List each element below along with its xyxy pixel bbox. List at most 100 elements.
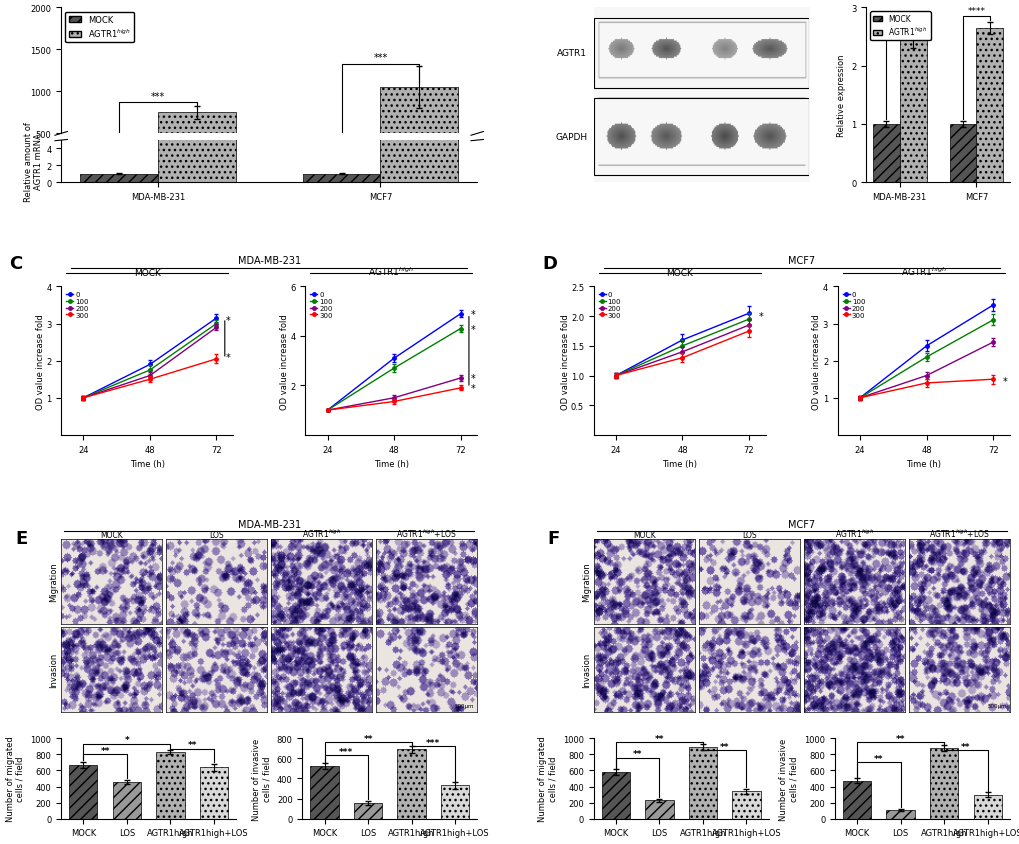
Text: AGTR1$^{high}$: AGTR1$^{high}$ bbox=[761, 0, 801, 2]
Y-axis label: Number of migrated
cells / field: Number of migrated cells / field bbox=[538, 736, 557, 821]
0 bbox=[676, 335, 688, 345]
Text: *: * bbox=[124, 735, 129, 744]
Text: ***: *** bbox=[426, 738, 440, 747]
300 bbox=[986, 375, 999, 385]
Legend: 0, 100, 200, 300: 0, 100, 200, 300 bbox=[309, 290, 334, 320]
Title: MOCK: MOCK bbox=[632, 530, 655, 538]
Legend: 0, 100, 200, 300: 0, 100, 200, 300 bbox=[64, 290, 90, 320]
X-axis label: Time (h): Time (h) bbox=[373, 460, 409, 468]
0 bbox=[210, 314, 222, 324]
Bar bbox=[688, 747, 716, 819]
200 bbox=[144, 371, 156, 381]
100 bbox=[853, 393, 865, 403]
Text: MDA-MB-231: MDA-MB-231 bbox=[237, 520, 301, 529]
100 bbox=[321, 406, 333, 416]
0 bbox=[387, 354, 399, 364]
Text: MOCK: MOCK bbox=[665, 268, 693, 278]
Bar bbox=[899, 41, 925, 183]
Legend: 0, 100, 200, 300: 0, 100, 200, 300 bbox=[597, 290, 622, 320]
Bar bbox=[975, 29, 1003, 183]
300 bbox=[676, 353, 688, 363]
Bar bbox=[81, 175, 158, 183]
Text: *: * bbox=[226, 316, 230, 326]
0 bbox=[986, 300, 999, 311]
200 bbox=[676, 347, 688, 357]
Bar bbox=[354, 803, 382, 819]
Bar bbox=[380, 0, 458, 183]
Bar bbox=[601, 772, 630, 819]
Line: 200: 200 bbox=[82, 326, 218, 400]
Text: *: * bbox=[470, 374, 475, 383]
Text: MOCK: MOCK bbox=[608, 0, 632, 2]
Title: AGTR1$^{high}$: AGTR1$^{high}$ bbox=[302, 527, 341, 538]
Text: **: ** bbox=[100, 746, 110, 755]
100 bbox=[919, 353, 931, 363]
Line: 300: 300 bbox=[613, 330, 750, 378]
Y-axis label: Migration: Migration bbox=[582, 562, 590, 602]
Line: 300: 300 bbox=[857, 378, 994, 400]
200 bbox=[919, 371, 931, 381]
0 bbox=[321, 406, 333, 416]
Text: E: E bbox=[15, 529, 28, 548]
Line: 0: 0 bbox=[613, 312, 750, 378]
Text: MCF7: MCF7 bbox=[788, 520, 814, 529]
Bar bbox=[200, 767, 228, 819]
300 bbox=[77, 393, 90, 403]
0 bbox=[742, 309, 754, 319]
0 bbox=[144, 360, 156, 370]
300 bbox=[321, 406, 333, 416]
Text: GAPDH: GAPDH bbox=[554, 133, 587, 142]
0 bbox=[77, 393, 90, 403]
Line: 100: 100 bbox=[325, 327, 462, 413]
Y-axis label: Number of migrated
cells / field: Number of migrated cells / field bbox=[5, 736, 24, 821]
Text: *: * bbox=[758, 311, 763, 322]
Legend: 0, 100, 200, 300: 0, 100, 200, 300 bbox=[841, 290, 866, 320]
Bar bbox=[303, 175, 380, 183]
Text: *: * bbox=[226, 353, 230, 363]
0 bbox=[919, 341, 931, 351]
200 bbox=[210, 322, 222, 333]
300 bbox=[144, 375, 156, 385]
300 bbox=[919, 378, 931, 388]
300 bbox=[853, 393, 865, 403]
300 bbox=[609, 371, 622, 381]
100 bbox=[676, 341, 688, 351]
Bar bbox=[397, 749, 425, 819]
200 bbox=[853, 393, 865, 403]
Bar bbox=[872, 125, 899, 183]
Text: 500μm: 500μm bbox=[986, 703, 1006, 708]
Text: MOCK: MOCK bbox=[716, 0, 739, 2]
Bar bbox=[593, 19, 808, 89]
Line: 100: 100 bbox=[857, 319, 994, 400]
Y-axis label: OD value increase fold: OD value increase fold bbox=[811, 313, 820, 409]
Bar bbox=[380, 88, 458, 176]
Bar bbox=[158, 0, 235, 183]
Title: AGTR1$^{high}$+LOS: AGTR1$^{high}$+LOS bbox=[396, 527, 457, 538]
Y-axis label: OD value increase fold: OD value increase fold bbox=[560, 313, 569, 409]
Line: 0: 0 bbox=[857, 304, 994, 400]
Line: 100: 100 bbox=[613, 318, 750, 378]
Text: *: * bbox=[1002, 376, 1007, 387]
200 bbox=[742, 321, 754, 331]
Bar bbox=[156, 752, 184, 819]
Title: AGTR1$^{high}$+LOS: AGTR1$^{high}$+LOS bbox=[928, 527, 988, 538]
Title: LOS: LOS bbox=[209, 530, 224, 538]
Text: **: ** bbox=[187, 740, 197, 749]
Bar bbox=[440, 786, 469, 819]
200 bbox=[609, 371, 622, 381]
Legend: MOCK, AGTR1$^{high}$: MOCK, AGTR1$^{high}$ bbox=[869, 13, 930, 41]
Text: ***: *** bbox=[151, 92, 165, 102]
Bar bbox=[842, 781, 870, 819]
Text: ***: *** bbox=[339, 747, 354, 756]
Text: MCF7: MCF7 bbox=[788, 256, 814, 266]
Bar bbox=[972, 794, 1001, 819]
Text: **: ** bbox=[654, 733, 663, 743]
X-axis label: Time (h): Time (h) bbox=[906, 460, 941, 468]
Y-axis label: Relative amount of
AGTR1 mRNA: Relative amount of AGTR1 mRNA bbox=[24, 122, 44, 202]
Text: AGTR1$^{high}$: AGTR1$^{high}$ bbox=[900, 265, 946, 278]
100 bbox=[454, 324, 467, 334]
X-axis label: Time (h): Time (h) bbox=[661, 460, 697, 468]
Text: **: ** bbox=[873, 754, 882, 763]
Title: AGTR1$^{high}$: AGTR1$^{high}$ bbox=[834, 527, 873, 538]
Legend: MOCK, AGTR1$^{high}$: MOCK, AGTR1$^{high}$ bbox=[65, 13, 135, 43]
